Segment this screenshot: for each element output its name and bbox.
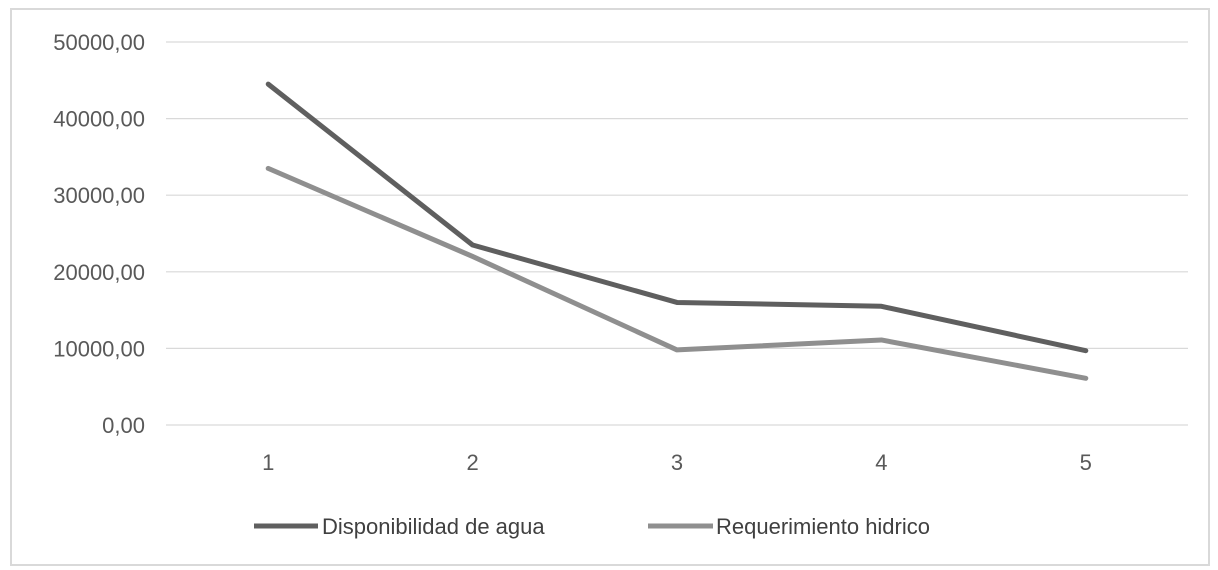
y-tick-label: 50000,00: [53, 30, 145, 55]
chart-frame: [10, 8, 1210, 566]
x-axis: 1 2 3 4 5: [262, 450, 1092, 475]
y-axis: 0,00 10000,00 20000,00 30000,00 40000,00 5000…: [53, 30, 145, 438]
series-lines: [265, 81, 1089, 381]
series-line-requerimiento-hidrico: [265, 165, 1089, 381]
y-tick-label: 0,00: [102, 413, 145, 438]
legend-label-requerimiento: Requerimiento hidrico: [716, 514, 930, 539]
x-tick-label: 4: [875, 450, 887, 475]
y-tick-label: 20000,00: [53, 260, 145, 285]
y-tick-label: 30000,00: [53, 183, 145, 208]
x-tick-label: 1: [262, 450, 274, 475]
x-tick-label: 5: [1080, 450, 1092, 475]
legend: Disponibilidad de agua Requerimiento hid…: [254, 514, 930, 539]
gridlines: [166, 41, 1188, 426]
series-line-disponibilidad-de-agua: [265, 81, 1089, 354]
legend-label-disponibilidad: Disponibilidad de agua: [322, 514, 545, 539]
x-tick-label: 2: [466, 450, 478, 475]
y-tick-label: 10000,00: [53, 336, 145, 361]
x-tick-label: 3: [671, 450, 683, 475]
y-tick-label: 40000,00: [53, 107, 145, 132]
